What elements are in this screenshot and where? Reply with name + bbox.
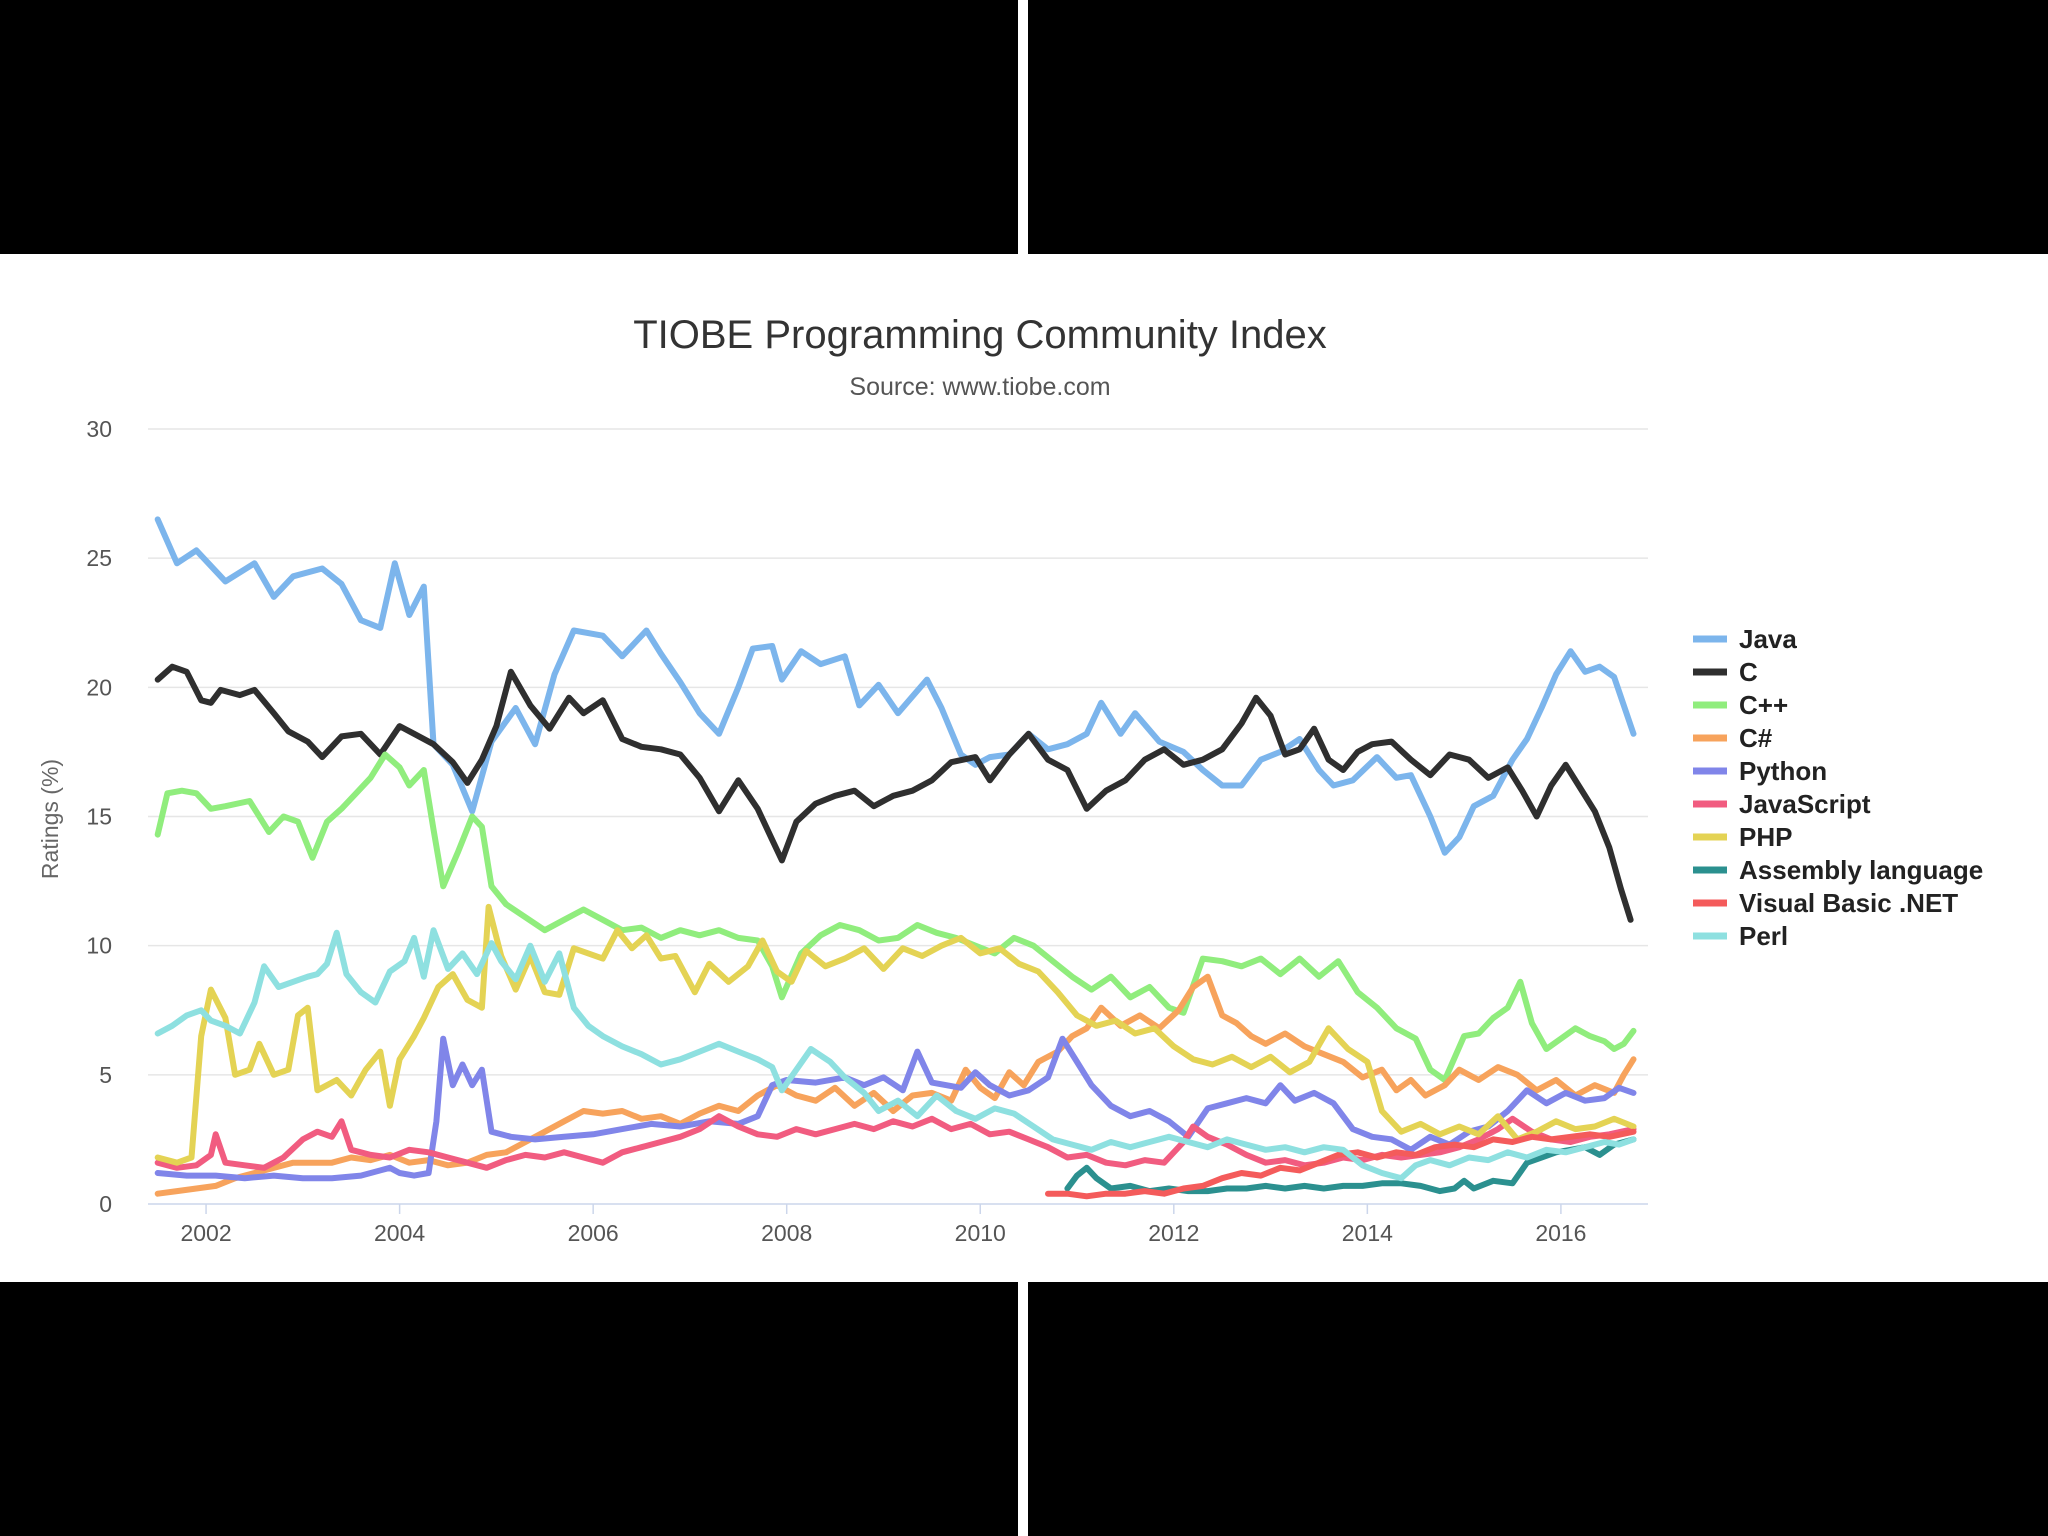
legend-label: C — [1739, 657, 1758, 687]
bottom-divider — [1018, 1282, 1028, 1536]
series-line-c[interactable] — [154, 973, 1637, 1197]
legend-item-java[interactable]: Java — [1693, 624, 1797, 654]
grid-layer: 0 5 10 15 20 25 30 2002 2004 2006 2008 2010 2012 2014… — [86, 416, 1648, 1246]
y-axis-title: Ratings (%) — [37, 759, 63, 879]
legend-item-php[interactable]: PHP — [1693, 822, 1792, 852]
x-tick-label: 2008 — [761, 1220, 812, 1246]
legend-item-c[interactable]: C — [1693, 657, 1758, 687]
x-tick-label: 2010 — [955, 1220, 1006, 1246]
x-tick-label: 2016 — [1535, 1220, 1586, 1246]
y-tick-label: 15 — [86, 804, 112, 830]
legend-label: C++ — [1739, 690, 1788, 720]
legend-label: Python — [1739, 756, 1827, 786]
legend-label: JavaScript — [1739, 789, 1871, 819]
legend-item-c[interactable]: C++ — [1693, 690, 1788, 720]
chart-panel: TIOBE Programming Community Index Source… — [0, 254, 2048, 1282]
top-divider — [1018, 0, 1028, 254]
chart-title: TIOBE Programming Community Index — [633, 313, 1327, 357]
x-tick-label: 2014 — [1342, 1220, 1393, 1246]
legend-label: Java — [1739, 624, 1797, 654]
legend-label: Visual Basic .NET — [1739, 888, 1958, 918]
legend-label: Assembly language — [1739, 855, 1983, 885]
series-line-perl[interactable] — [154, 927, 1637, 1182]
x-tick-label: 2012 — [1148, 1220, 1199, 1246]
tiobe-chart: TIOBE Programming Community Index Source… — [37, 313, 1983, 1246]
y-tick-label: 30 — [86, 416, 112, 442]
legend-label: Perl — [1739, 921, 1788, 951]
series-line-php[interactable] — [154, 903, 1637, 1166]
y-tick-label: 10 — [86, 933, 112, 959]
series-line-c[interactable] — [154, 663, 1634, 923]
legend-item-assembly-language[interactable]: Assembly language — [1693, 855, 1983, 885]
series-layer — [154, 516, 1637, 1200]
legend-item-c[interactable]: C# — [1693, 723, 1773, 753]
legend-label: C# — [1739, 723, 1773, 753]
x-tick-label: 2004 — [374, 1220, 425, 1246]
y-tick-label: 0 — [99, 1191, 112, 1217]
y-tick-label: 25 — [86, 545, 112, 571]
series-line-python[interactable] — [154, 1035, 1637, 1182]
legend-label: PHP — [1739, 822, 1792, 852]
series-line-java[interactable] — [154, 516, 1637, 856]
legend-item-perl[interactable]: Perl — [1693, 921, 1788, 951]
series-line-c[interactable] — [154, 751, 1637, 1083]
x-tick-label: 2006 — [568, 1220, 619, 1246]
y-tick-label: 5 — [99, 1062, 112, 1088]
legend-item-javascript[interactable]: JavaScript — [1693, 789, 1871, 819]
series-line-visual-basic-net[interactable] — [1045, 1128, 1637, 1200]
legend-item-visual-basic-net[interactable]: Visual Basic .NET — [1693, 888, 1958, 918]
x-tick-label: 2002 — [180, 1220, 231, 1246]
chart-subtitle: Source: www.tiobe.com — [849, 373, 1110, 401]
legend-item-python[interactable]: Python — [1693, 756, 1827, 786]
y-tick-label: 20 — [86, 674, 112, 700]
